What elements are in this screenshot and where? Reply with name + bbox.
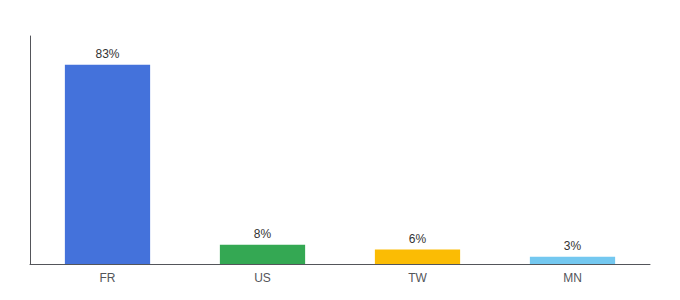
svg-text:TW: TW <box>408 271 427 285</box>
svg-text:3%: 3% <box>564 239 582 253</box>
svg-text:83%: 83% <box>95 47 119 61</box>
svg-text:US: US <box>254 271 271 285</box>
svg-text:8%: 8% <box>254 227 272 241</box>
svg-text:MN: MN <box>563 271 582 285</box>
svg-text:6%: 6% <box>409 232 427 246</box>
svg-text:FR: FR <box>100 271 116 285</box>
